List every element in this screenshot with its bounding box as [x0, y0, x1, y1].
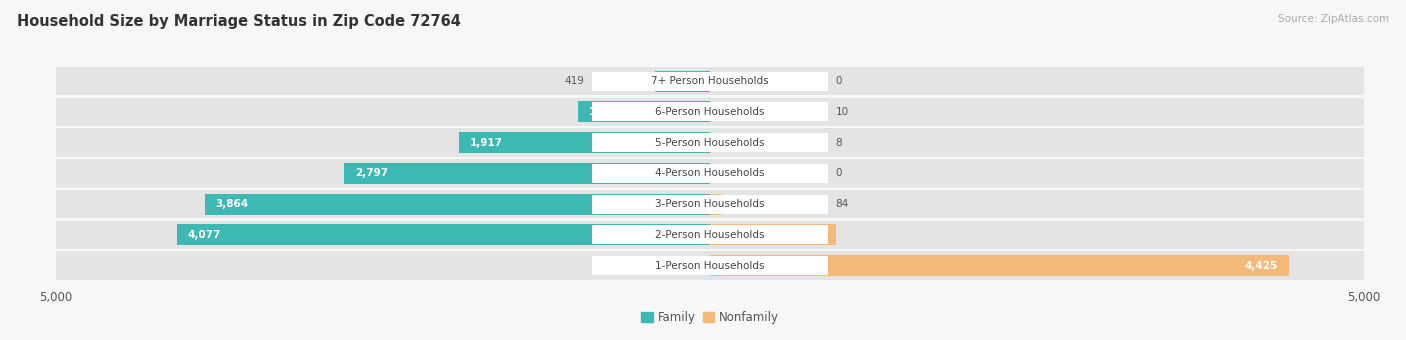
Text: 2,797: 2,797 — [354, 168, 388, 179]
Bar — [44, 98, 1376, 126]
Bar — [44, 190, 1376, 218]
Bar — [205, 194, 710, 215]
Text: 84: 84 — [835, 199, 849, 209]
Legend: Family, Nonfamily: Family, Nonfamily — [637, 307, 783, 329]
Bar — [592, 225, 828, 244]
Text: 961: 961 — [804, 230, 825, 240]
Bar — [710, 194, 721, 215]
Bar — [44, 159, 1376, 188]
Text: Household Size by Marriage Status in Zip Code 72764: Household Size by Marriage Status in Zip… — [17, 14, 461, 29]
Bar — [44, 129, 1376, 157]
Text: 7+ Person Households: 7+ Person Households — [651, 76, 769, 86]
Bar — [655, 71, 710, 92]
Bar — [44, 251, 1376, 280]
Bar — [460, 132, 710, 153]
Bar — [710, 224, 835, 245]
Text: 419: 419 — [565, 76, 585, 86]
Text: 1,917: 1,917 — [470, 138, 503, 148]
Text: 1-Person Households: 1-Person Households — [655, 261, 765, 271]
Text: 10: 10 — [835, 107, 849, 117]
Text: 0: 0 — [835, 168, 842, 179]
Bar — [177, 224, 710, 245]
Text: 0: 0 — [835, 76, 842, 86]
Text: 4,077: 4,077 — [187, 230, 221, 240]
Text: 6-Person Households: 6-Person Households — [655, 107, 765, 117]
Text: 3-Person Households: 3-Person Households — [655, 199, 765, 209]
Bar — [592, 72, 828, 91]
Text: 1,008: 1,008 — [589, 107, 621, 117]
Bar — [44, 67, 1376, 96]
Bar — [344, 163, 710, 184]
Text: 5-Person Households: 5-Person Households — [655, 138, 765, 148]
Text: 8: 8 — [835, 138, 842, 148]
Text: 4-Person Households: 4-Person Households — [655, 168, 765, 179]
Bar — [592, 102, 828, 121]
Text: 2-Person Households: 2-Person Households — [655, 230, 765, 240]
Text: 4,425: 4,425 — [1244, 261, 1278, 271]
Bar — [710, 255, 1289, 276]
Text: 3,864: 3,864 — [215, 199, 249, 209]
Bar — [592, 194, 828, 214]
Bar — [44, 221, 1376, 249]
Bar — [578, 101, 710, 122]
Bar — [592, 133, 828, 152]
Bar — [592, 164, 828, 183]
Bar — [592, 256, 828, 275]
Text: Source: ZipAtlas.com: Source: ZipAtlas.com — [1278, 14, 1389, 23]
